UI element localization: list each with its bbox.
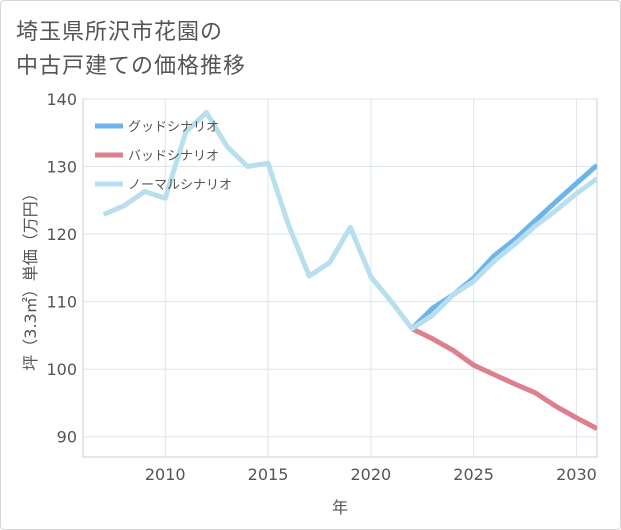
legend-label: バッドシナリオ xyxy=(128,149,219,164)
legend-item-2[interactable]: ノーマルシナリオ xyxy=(95,178,232,193)
x-tick-label: 2020 xyxy=(350,465,391,484)
chart-title: 埼玉県所沢市花園の 中古戸建ての価格推移 xyxy=(16,16,246,84)
series-lines xyxy=(102,110,597,431)
series-line-1 xyxy=(410,326,597,431)
x-tick-label: 2015 xyxy=(248,465,289,484)
plot-area xyxy=(82,98,598,458)
legend-label: グッドシナリオ xyxy=(128,120,219,135)
x-tick-label: 2010 xyxy=(145,465,186,484)
legend-item-0[interactable]: グッドシナリオ xyxy=(95,120,219,135)
y-tick-label: 120 xyxy=(46,225,77,244)
y-axis-title: 坪（3.3㎡）単価（万円） xyxy=(21,185,40,370)
y-tick-label: 110 xyxy=(46,293,77,312)
x-tick-label: 2025 xyxy=(453,465,494,484)
y-tick-label: 130 xyxy=(46,158,77,177)
chart-title-line-1: 埼玉県所沢市花園の xyxy=(16,20,224,45)
x-tick-label: 2030 xyxy=(556,465,597,484)
axis-ticks: 90 100 110 120 130 140 2010 2015 2020 2025 2030 xyxy=(46,90,596,484)
y-tick-label: 100 xyxy=(46,360,77,379)
x-axis-title: 年 xyxy=(332,498,348,517)
y-tick-label: 90 xyxy=(57,428,77,447)
legend-item-1[interactable]: バッドシナリオ xyxy=(95,149,219,164)
series-line-2 xyxy=(102,110,597,332)
y-tick-label: 140 xyxy=(46,90,77,109)
legend-label: ノーマルシナリオ xyxy=(128,178,232,193)
chart-title-line-2: 中古戸建ての価格推移 xyxy=(16,54,247,79)
